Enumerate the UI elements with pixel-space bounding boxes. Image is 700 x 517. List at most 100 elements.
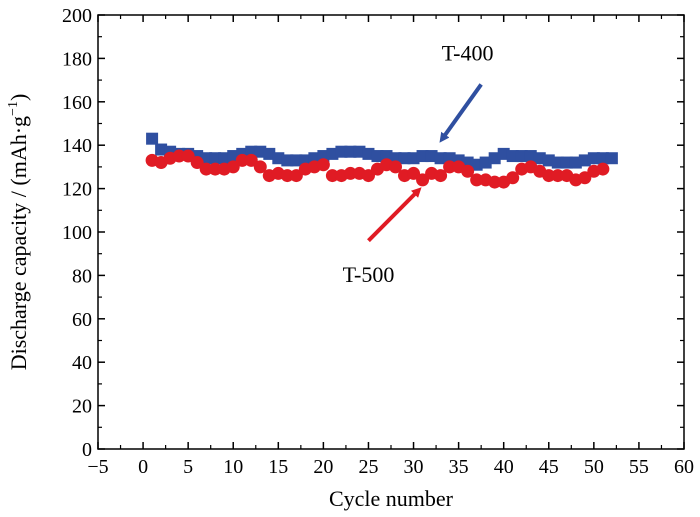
data-point-t-500	[280, 169, 294, 183]
data-point-t-400	[290, 154, 303, 167]
data-point-t-400	[578, 154, 591, 167]
data-point-t-500	[343, 166, 357, 180]
data-point-t-400	[254, 145, 267, 158]
data-point-t-500	[434, 169, 448, 183]
series-t-500	[145, 149, 610, 189]
data-point-t-500	[407, 166, 421, 180]
data-point-t-500	[596, 162, 610, 176]
data-point-t-400	[560, 156, 573, 169]
data-point-t-400	[353, 145, 366, 158]
y-axis-title-superscript: −1	[6, 101, 21, 116]
data-point-t-400	[326, 147, 339, 160]
data-point-t-400	[398, 152, 411, 165]
data-point-t-400	[335, 145, 348, 158]
y-axis-title: Discharge capacity / (mAh·g−1)	[6, 94, 31, 371]
data-point-t-500	[244, 153, 258, 167]
data-point-t-400	[344, 145, 357, 158]
data-point-t-500	[470, 173, 484, 187]
y-tick-label: 20	[72, 396, 92, 418]
data-point-t-400	[506, 150, 519, 163]
y-tick-label: 200	[62, 5, 92, 27]
data-point-t-500	[208, 162, 222, 176]
x-tick-label: 60	[674, 456, 694, 478]
data-point-t-400	[497, 147, 510, 160]
y-tick-label: 160	[62, 92, 92, 114]
x-tick-label: 20	[313, 456, 333, 478]
data-point-t-400	[605, 152, 618, 165]
x-tick-label: 5	[183, 456, 193, 478]
data-point-t-500	[389, 160, 403, 174]
data-point-t-500	[361, 169, 375, 183]
x-tick-label: 25	[358, 456, 378, 478]
data-point-t-400	[542, 154, 555, 167]
data-point-t-500	[461, 164, 475, 178]
data-point-t-400	[272, 152, 285, 165]
data-point-t-500	[253, 160, 267, 174]
data-point-t-400	[146, 132, 159, 145]
data-point-t-400	[281, 154, 294, 167]
y-tick-label: 180	[62, 48, 92, 70]
data-point-t-400	[569, 156, 582, 169]
series-layer	[145, 132, 618, 189]
y-tick-label: 120	[62, 179, 92, 201]
data-point-t-400	[587, 152, 600, 165]
y-tick-label: 140	[62, 135, 92, 157]
annotation-t400-arrow	[439, 83, 483, 143]
data-point-t-400	[416, 150, 429, 163]
data-point-t-500	[506, 171, 520, 185]
y-axis-title-close: )	[6, 94, 31, 101]
data-point-t-400	[551, 156, 564, 169]
data-point-t-400	[524, 150, 537, 163]
x-tick-label: 15	[268, 456, 288, 478]
annotation-t400-label: T-400	[442, 41, 494, 66]
x-tick-label: 55	[629, 456, 649, 478]
data-point-t-500	[199, 162, 213, 176]
y-axis-title-main: Discharge capacity / (mAh·g	[6, 116, 31, 370]
data-point-t-500	[551, 169, 565, 183]
x-axis-title: Cycle number	[329, 486, 454, 511]
data-point-t-500	[235, 153, 249, 167]
y-tick-label: 40	[72, 352, 92, 374]
data-point-t-500	[289, 169, 303, 183]
x-tick-label: 10	[223, 456, 243, 478]
data-point-t-500	[578, 171, 592, 185]
data-point-t-400	[263, 147, 276, 160]
x-tick-label: 30	[404, 456, 424, 478]
data-point-t-500	[172, 149, 186, 163]
data-point-t-500	[316, 158, 330, 172]
data-point-t-400	[479, 156, 492, 169]
tick-labels-layer: −5 0 5 10 15 20 25 30 35 40 45 50 55 6002040608010012…	[62, 5, 694, 478]
ticks-layer	[97, 14, 685, 450]
annotation-t500-label: T-500	[343, 262, 395, 287]
data-point-t-500	[325, 169, 339, 183]
data-point-t-400	[425, 150, 438, 163]
data-point-t-500	[181, 149, 195, 163]
data-point-t-400	[362, 147, 375, 160]
x-tick-label: −5	[87, 456, 108, 478]
data-point-t-400	[434, 152, 447, 165]
y-tick-label: 80	[72, 265, 92, 287]
data-point-t-400	[533, 152, 546, 165]
annotation-t500-arrow	[367, 187, 422, 243]
data-point-t-400	[218, 152, 231, 165]
data-point-t-400	[371, 150, 384, 163]
x-tick-label: 50	[584, 456, 604, 478]
data-point-t-500	[542, 169, 556, 183]
y-tick-label: 100	[62, 222, 92, 244]
data-point-t-400	[155, 143, 168, 156]
y-tick-label: 60	[72, 309, 92, 331]
data-point-t-400	[515, 150, 528, 163]
data-point-t-500	[226, 160, 240, 174]
data-point-t-400	[488, 152, 501, 165]
data-point-t-500	[488, 175, 502, 189]
data-point-t-500	[190, 156, 204, 170]
data-point-t-500	[416, 173, 430, 187]
x-tick-label: 40	[494, 456, 514, 478]
y-tick-label: 0	[82, 439, 92, 461]
data-point-t-400	[470, 158, 483, 171]
plot-frame	[97, 14, 685, 450]
x-tick-label: 0	[138, 456, 148, 478]
data-point-t-500	[443, 160, 457, 174]
data-point-t-400	[596, 152, 609, 165]
